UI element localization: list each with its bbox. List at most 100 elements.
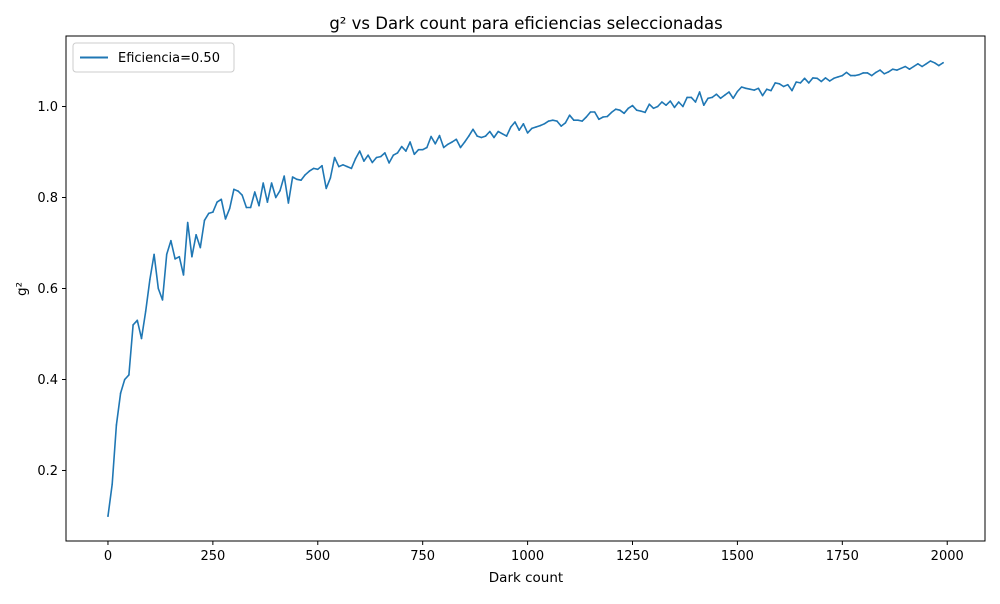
y-axis: 0.2 0.4 0.6 0.8 1.0: [37, 100, 66, 479]
data-point: [690, 96, 693, 99]
data-point: [820, 80, 823, 83]
data-point: [254, 191, 256, 193]
data-point: [728, 91, 730, 93]
data-point: [438, 134, 441, 137]
chart-title: g² vs Dark count para eficiencias selecc…: [329, 14, 722, 33]
data-point: [241, 194, 243, 196]
data-point: [703, 104, 705, 106]
data-point: [539, 124, 541, 127]
data-point: [149, 278, 151, 281]
data-point: [732, 97, 734, 100]
data-point: [552, 119, 554, 121]
legend-box: [72, 42, 235, 73]
plot-area: [65, 35, 986, 542]
data-point: [128, 374, 130, 376]
data-point: [468, 135, 470, 137]
data-point: [870, 74, 873, 77]
data-point: [560, 125, 562, 127]
data-point: [384, 152, 386, 154]
data-point: [392, 154, 395, 156]
data-point: [522, 123, 525, 125]
data-point: [342, 164, 344, 166]
data-point: [195, 234, 197, 236]
data-point: [489, 130, 491, 133]
data-point: [904, 65, 907, 68]
data-point: [749, 88, 751, 90]
data-point: [774, 82, 776, 84]
data-point: [199, 246, 202, 249]
data-point: [207, 212, 210, 215]
data-point: [451, 141, 453, 143]
data-point: [329, 177, 332, 179]
data-point: [929, 60, 932, 62]
data-point: [354, 158, 357, 160]
data-point: [740, 86, 743, 88]
data-point: [317, 168, 319, 171]
data-point: [161, 299, 164, 301]
data-point: [581, 120, 583, 122]
data-point: [304, 174, 307, 176]
x-tick-label: 250: [200, 549, 225, 564]
data-point: [665, 104, 667, 106]
data-point: [623, 112, 625, 115]
data-point: [942, 62, 944, 64]
data-point: [614, 108, 617, 110]
data-point: [258, 204, 260, 207]
data-point: [606, 115, 609, 118]
data-point: [262, 182, 265, 184]
data-point: [837, 76, 839, 78]
x-tick-label: 1750: [826, 549, 859, 564]
data-point: [673, 106, 676, 109]
x-axis: 0 250 500 750 1000 1250 1500 1750 2000: [104, 541, 964, 564]
data-point: [434, 143, 437, 145]
data-point: [321, 164, 323, 167]
data-point: [757, 87, 760, 90]
y-tick-label: 0.6: [37, 282, 58, 297]
data-point: [602, 116, 604, 118]
data-point: [312, 167, 315, 170]
data-point: [816, 77, 818, 80]
data-point: [375, 156, 378, 159]
data-point: [291, 176, 294, 178]
data-point: [891, 68, 894, 70]
data-point: [510, 126, 512, 128]
data-point: [455, 138, 458, 141]
legend-label: Eficiencia=0.50: [118, 51, 220, 66]
data-point: [635, 109, 638, 111]
data-point: [480, 136, 483, 139]
data-point: [144, 310, 147, 313]
data-point: [766, 88, 768, 90]
data-point: [573, 119, 575, 121]
data-point: [564, 122, 567, 124]
data-point: [547, 120, 550, 122]
data-point: [682, 105, 684, 108]
data-point: [178, 255, 181, 258]
data-point: [778, 83, 781, 85]
x-tick-label: 2000: [931, 549, 964, 564]
data-point: [921, 65, 923, 68]
data-point: [908, 68, 911, 70]
y-tick-label: 0.8: [37, 191, 58, 206]
x-axis-label: Dark count: [489, 570, 563, 586]
data-point: [191, 255, 193, 258]
data-point: [933, 62, 936, 64]
data-point: [648, 103, 651, 105]
data-point: [736, 90, 739, 93]
data-point: [715, 93, 718, 95]
data-point: [833, 77, 835, 80]
data-point: [212, 211, 214, 213]
x-tick-label: 500: [305, 549, 330, 564]
data-point: [497, 130, 500, 133]
data-point: [426, 146, 428, 149]
data-point: [656, 105, 659, 108]
data-point: [598, 118, 600, 121]
data-point: [824, 77, 827, 79]
data-point: [165, 253, 168, 256]
data-point: [745, 87, 747, 90]
y-axis-label: g²: [14, 282, 30, 296]
data-point: [346, 165, 349, 168]
data-point: [472, 128, 474, 131]
data-point: [627, 107, 630, 110]
